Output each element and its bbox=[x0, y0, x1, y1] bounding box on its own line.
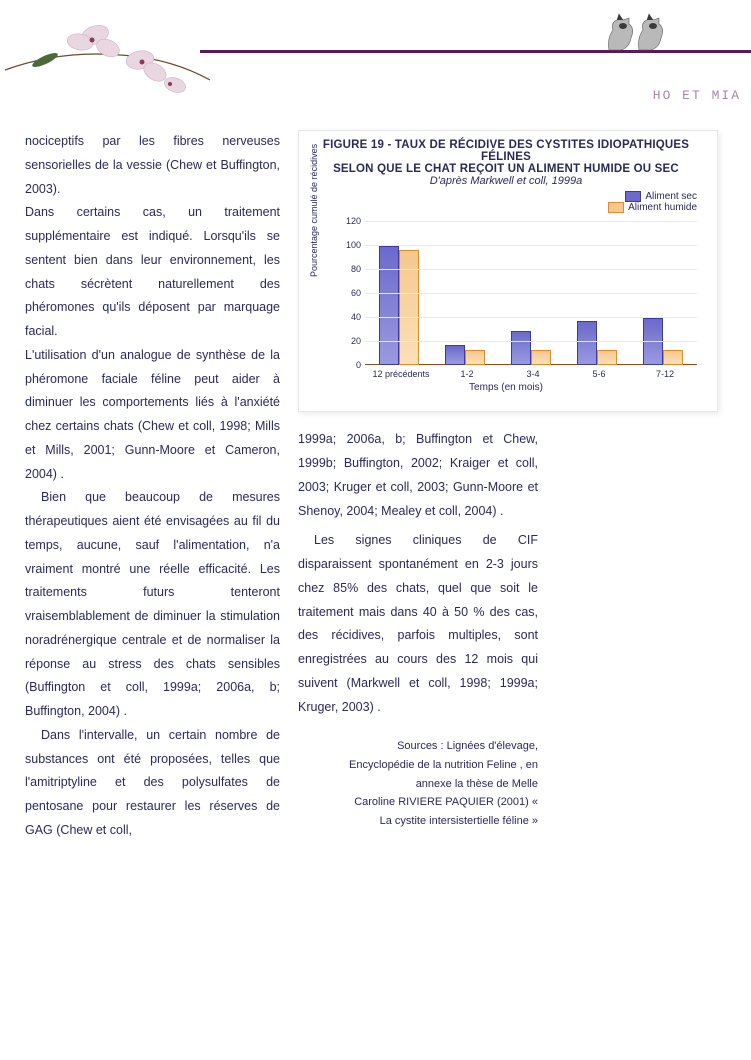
chart-subtitle: D'après Markwell et coll, 1999a bbox=[307, 175, 705, 187]
chart-area: Pourcentage cumulé de récidives 12 précé… bbox=[307, 217, 705, 397]
sources-block: Sources : Lignées d'élevage, Encyclopédi… bbox=[298, 737, 538, 830]
y-tick: 80 bbox=[335, 264, 361, 274]
y-tick: 100 bbox=[335, 240, 361, 250]
bar-sec bbox=[379, 246, 399, 366]
gridline bbox=[365, 293, 697, 294]
para-1: nociceptifs par les fibres nerveuses sen… bbox=[25, 130, 280, 201]
legend-item-sec: Aliment sec bbox=[307, 191, 697, 202]
source-line-3: annexe la thèse de Melle bbox=[298, 775, 538, 794]
right-para-1: 1999a; 2006a, b; Buffington et Chew, 199… bbox=[298, 428, 538, 523]
source-line-5: La cystite intersistertielle féline » bbox=[298, 812, 538, 831]
gridline bbox=[365, 221, 697, 222]
bar-humide bbox=[399, 250, 419, 365]
para-5: Dans l'intervalle, un certain nombre de … bbox=[25, 724, 280, 843]
legend-swatch-sec bbox=[625, 191, 641, 202]
para-3: L'utilisation d'un analogue de synthèse … bbox=[25, 344, 280, 487]
legend-label-humide: Aliment humide bbox=[628, 202, 697, 213]
legend-label-sec: Aliment sec bbox=[645, 191, 697, 202]
gridline bbox=[365, 245, 697, 246]
x-axis-label: Temps (en mois) bbox=[307, 382, 705, 393]
bar-humide bbox=[597, 350, 617, 365]
bar-humide bbox=[663, 350, 683, 365]
page-body: nociceptifs par les fibres nerveuses sen… bbox=[0, 110, 751, 883]
bar-sec bbox=[577, 321, 597, 365]
figure-19-chart: FIGURE 19 - TAUX DE RÉCIDIVE DES CYSTITE… bbox=[298, 130, 718, 412]
x-tick-label: 7-12 bbox=[625, 365, 705, 379]
y-tick: 20 bbox=[335, 336, 361, 346]
page-header: HO ET MIA bbox=[0, 0, 751, 110]
right-text-block: 1999a; 2006a, b; Buffington et Chew, 199… bbox=[298, 428, 538, 830]
chart-title-line1: FIGURE 19 - TAUX DE RÉCIDIVE DES CYSTITE… bbox=[307, 139, 705, 163]
bar-humide bbox=[465, 350, 485, 365]
y-tick: 0 bbox=[335, 360, 361, 370]
gridline bbox=[365, 341, 697, 342]
bar-humide bbox=[531, 350, 551, 365]
brand-text: HO ET MIA bbox=[653, 88, 741, 103]
gridline bbox=[365, 269, 697, 270]
y-tick: 40 bbox=[335, 312, 361, 322]
y-tick: 60 bbox=[335, 288, 361, 298]
right-column: FIGURE 19 - TAUX DE RÉCIDIVE DES CYSTITE… bbox=[298, 130, 718, 843]
orchid-decoration bbox=[0, 0, 220, 120]
y-axis-label: Pourcentage cumulé de récidives bbox=[309, 144, 319, 277]
right-para-2: Les signes cliniques de CIF disparaissen… bbox=[298, 529, 538, 719]
source-line-1: Sources : Lignées d'élevage, bbox=[298, 737, 538, 756]
source-line-2: Encyclopédie de la nutrition Feline , en bbox=[298, 756, 538, 775]
gridline bbox=[365, 317, 697, 318]
para-4: Bien que beaucoup de mesures thérapeutiq… bbox=[25, 486, 280, 724]
legend-swatch-humide bbox=[608, 202, 624, 213]
cats-illustration bbox=[601, 8, 671, 52]
source-line-4: Caroline RIVIERE PAQUIER (2001) « bbox=[298, 793, 538, 812]
y-tick: 120 bbox=[335, 216, 361, 226]
left-column: nociceptifs par les fibres nerveuses sen… bbox=[25, 130, 280, 843]
chart-plot: 12 précédents1-23-45-67-12 0204060801001… bbox=[365, 221, 697, 365]
bar-sec bbox=[445, 345, 465, 365]
header-divider: HO ET MIA bbox=[200, 50, 751, 53]
legend-item-humide: Aliment humide bbox=[307, 202, 697, 213]
chart-legend: Aliment sec Aliment humide bbox=[307, 191, 705, 213]
para-2: Dans certains cas, un traitement supplém… bbox=[25, 201, 280, 344]
bar-sec bbox=[511, 331, 531, 365]
chart-title-line2: SELON QUE LE CHAT REÇOIT UN ALIMENT HUMI… bbox=[307, 163, 705, 175]
